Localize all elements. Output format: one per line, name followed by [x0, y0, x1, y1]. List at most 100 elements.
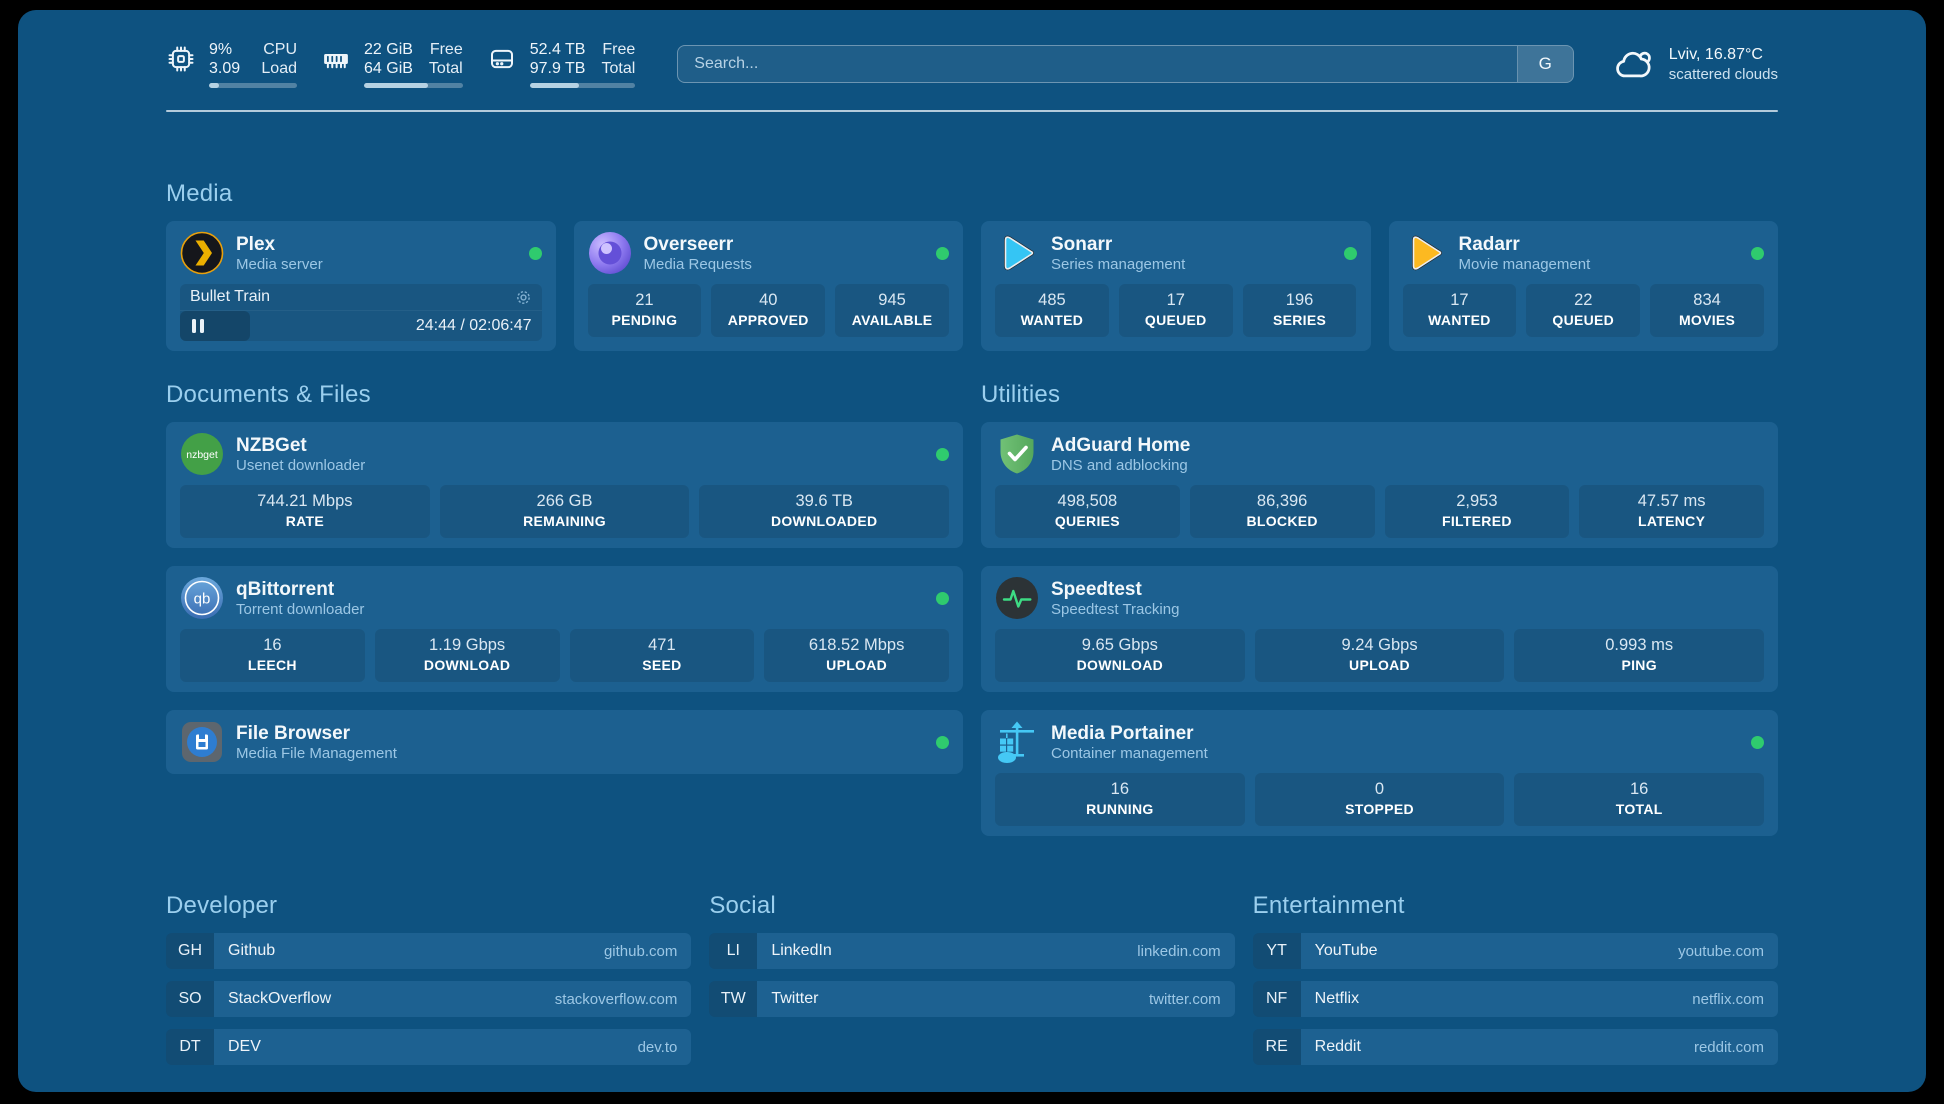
- stat-value: 485: [1038, 291, 1066, 309]
- top-bar: 9% 3.09 CPU Load: [166, 40, 1778, 88]
- cpu-usage-label: CPU: [263, 41, 297, 58]
- bookmark-name: StackOverflow: [228, 990, 332, 1007]
- stat-tile: 945 AVAILABLE: [835, 284, 949, 337]
- filebrowser-icon: [182, 722, 222, 762]
- overseerr-icon: [588, 232, 631, 274]
- bookmark-netflix[interactable]: NF Netflix netflix.com: [1252, 981, 1778, 1017]
- bookmark-name: Twitter: [771, 990, 819, 1007]
- bookmark-reddit[interactable]: RE Reddit reddit.com: [1252, 1029, 1778, 1065]
- stat-tile: 1.19 Gbps DOWNLOAD: [374, 629, 560, 682]
- stat-value: 0.993 ms: [1605, 636, 1674, 654]
- sonarr-icon: [1004, 235, 1034, 271]
- qbittorrent-icon: qb: [181, 577, 223, 619]
- section-title-utilities: Utilities: [981, 381, 1061, 408]
- service-subtitle: Movie management: [1458, 255, 1591, 273]
- gear-icon[interactable]: [515, 289, 532, 306]
- bookmark-youtube[interactable]: YT YouTube youtube.com: [1252, 933, 1778, 969]
- service-card-nzbget[interactable]: nzbget NZBGet Usenet downloader 744.21 M…: [166, 422, 963, 548]
- bookmark-abbr: DT: [166, 1029, 214, 1065]
- cpu-widget: 9% 3.09 CPU Load: [166, 40, 297, 88]
- bookmark-name: YouTube: [1314, 942, 1378, 959]
- pause-button[interactable]: [190, 317, 206, 335]
- disk-usage-bar: [529, 83, 636, 88]
- cpu-usage-bar: [209, 83, 297, 88]
- memory-total-value: 64 GiB: [364, 60, 413, 77]
- stat-value: 17: [1166, 291, 1185, 309]
- service-card-adguard[interactable]: AdGuard Home DNS and adblocking 498,508 …: [981, 422, 1778, 548]
- stat-tile: 47.57 ms LATENCY: [1579, 485, 1764, 538]
- service-card-portainer[interactable]: Media Portainer Container management 16 …: [981, 710, 1778, 836]
- service-title: File Browser: [236, 722, 351, 744]
- service-card-radarr[interactable]: Radarr Movie management 17 WANTED 22 QUE…: [1388, 221, 1778, 351]
- stat-value: 744.21 Mbps: [257, 492, 353, 510]
- topbar-divider: [166, 110, 1778, 112]
- stat-label: MOVIES: [1678, 312, 1736, 328]
- stat-value: 1.19 Gbps: [429, 636, 506, 654]
- stat-value: 86,396: [1256, 492, 1308, 510]
- service-subtitle: Usenet downloader: [236, 456, 366, 474]
- bookmark-dev[interactable]: DT DEV dev.to: [166, 1029, 692, 1065]
- bookmark-name: Github: [228, 942, 276, 959]
- bookmark-stackoverflow[interactable]: SO StackOverflow stackoverflow.com: [166, 981, 692, 1017]
- playback-time: 24:44 / 02:06:47: [415, 317, 532, 334]
- bookmark-linkedin[interactable]: LI LinkedIn linkedin.com: [709, 933, 1235, 969]
- stat-tile: 17 QUEUED: [1118, 284, 1233, 337]
- memory-usage-bar: [364, 83, 463, 88]
- dashboard-panel: 9% 3.09 CPU Load: [18, 10, 1926, 1092]
- stat-tile: 86,396 BLOCKED: [1189, 485, 1375, 538]
- service-card-qbittorrent[interactable]: qb qBittorrent Torrent downloader 16 LEE…: [166, 566, 963, 692]
- stat-label: DOWNLOAD: [423, 657, 511, 673]
- bookmark-abbr: TW: [709, 981, 758, 1017]
- stat-value: 834: [1693, 291, 1721, 309]
- search-provider-button[interactable]: G: [1516, 46, 1573, 82]
- stat-value: 21: [635, 291, 654, 309]
- adguard-icon: [1000, 434, 1034, 474]
- status-dot: [936, 591, 949, 605]
- service-title: Overseerr: [643, 233, 734, 255]
- stat-label: SERIES: [1272, 312, 1327, 328]
- bookmark-abbr: LI: [709, 933, 758, 969]
- service-title: AdGuard Home: [1051, 434, 1191, 456]
- stat-value: 47.57 ms: [1637, 492, 1706, 510]
- disk-total-label: Total: [601, 60, 636, 77]
- stat-value: 196: [1285, 291, 1314, 309]
- bookmark-url: stackoverflow.com: [554, 990, 678, 1008]
- service-card-filebrowser[interactable]: File Browser Media File Management: [166, 710, 963, 774]
- stat-tile: 471 SEED: [569, 629, 755, 682]
- svg-text:qb: qb: [194, 591, 211, 608]
- status-dot: [936, 447, 949, 461]
- stat-tile: 21 PENDING: [587, 284, 702, 337]
- service-card-plex[interactable]: Plex Media server Bullet Train: [166, 221, 556, 351]
- stat-tile: 17 WANTED: [1402, 284, 1517, 337]
- system-widgets: 9% 3.09 CPU Load: [166, 40, 636, 88]
- stat-tile: 498,508 QUERIES: [995, 485, 1180, 538]
- stat-value: 0: [1374, 780, 1385, 798]
- stat-label: QUERIES: [1054, 513, 1120, 529]
- bookmark-url: github.com: [603, 942, 678, 960]
- stat-value: 2,953: [1456, 492, 1498, 510]
- stat-tile: 16 RUNNING: [995, 773, 1245, 826]
- service-title: Speedtest: [1051, 578, 1142, 600]
- stat-tile: 2,953 FILTERED: [1384, 485, 1570, 538]
- bookmark-name: DEV: [228, 1038, 261, 1055]
- service-card-sonarr[interactable]: Sonarr Series management 485 WANTED 17 Q…: [981, 221, 1371, 351]
- bookmark-twitter[interactable]: TW Twitter twitter.com: [709, 981, 1235, 1017]
- stat-label: WANTED: [1020, 312, 1084, 328]
- service-card-overseerr[interactable]: Overseerr Media Requests 21 PENDING 40 A…: [573, 221, 963, 351]
- service-card-speedtest[interactable]: Speedtest Speedtest Tracking 9.65 Gbps D…: [981, 566, 1778, 692]
- search-input[interactable]: [678, 46, 1517, 82]
- stat-label: LEECH: [247, 657, 297, 673]
- service-subtitle: Series management: [1051, 255, 1186, 273]
- stat-label: UPLOAD: [1349, 657, 1410, 673]
- stat-value: 17: [1450, 291, 1469, 309]
- section-title-entertainment: Entertainment: [1252, 892, 1405, 919]
- stat-value: 618.52 Mbps: [808, 636, 905, 654]
- stat-value: 22: [1574, 291, 1593, 309]
- search-box: G: [677, 45, 1574, 83]
- speedtest-icon: [996, 577, 1038, 619]
- bookmark-github[interactable]: GH Github github.com: [166, 933, 692, 969]
- stat-tile: 22 QUEUED: [1526, 284, 1641, 337]
- stat-label: SEED: [642, 657, 682, 673]
- stat-tile: 485 WANTED: [995, 284, 1109, 337]
- now-playing-title: Bullet Train: [190, 288, 271, 305]
